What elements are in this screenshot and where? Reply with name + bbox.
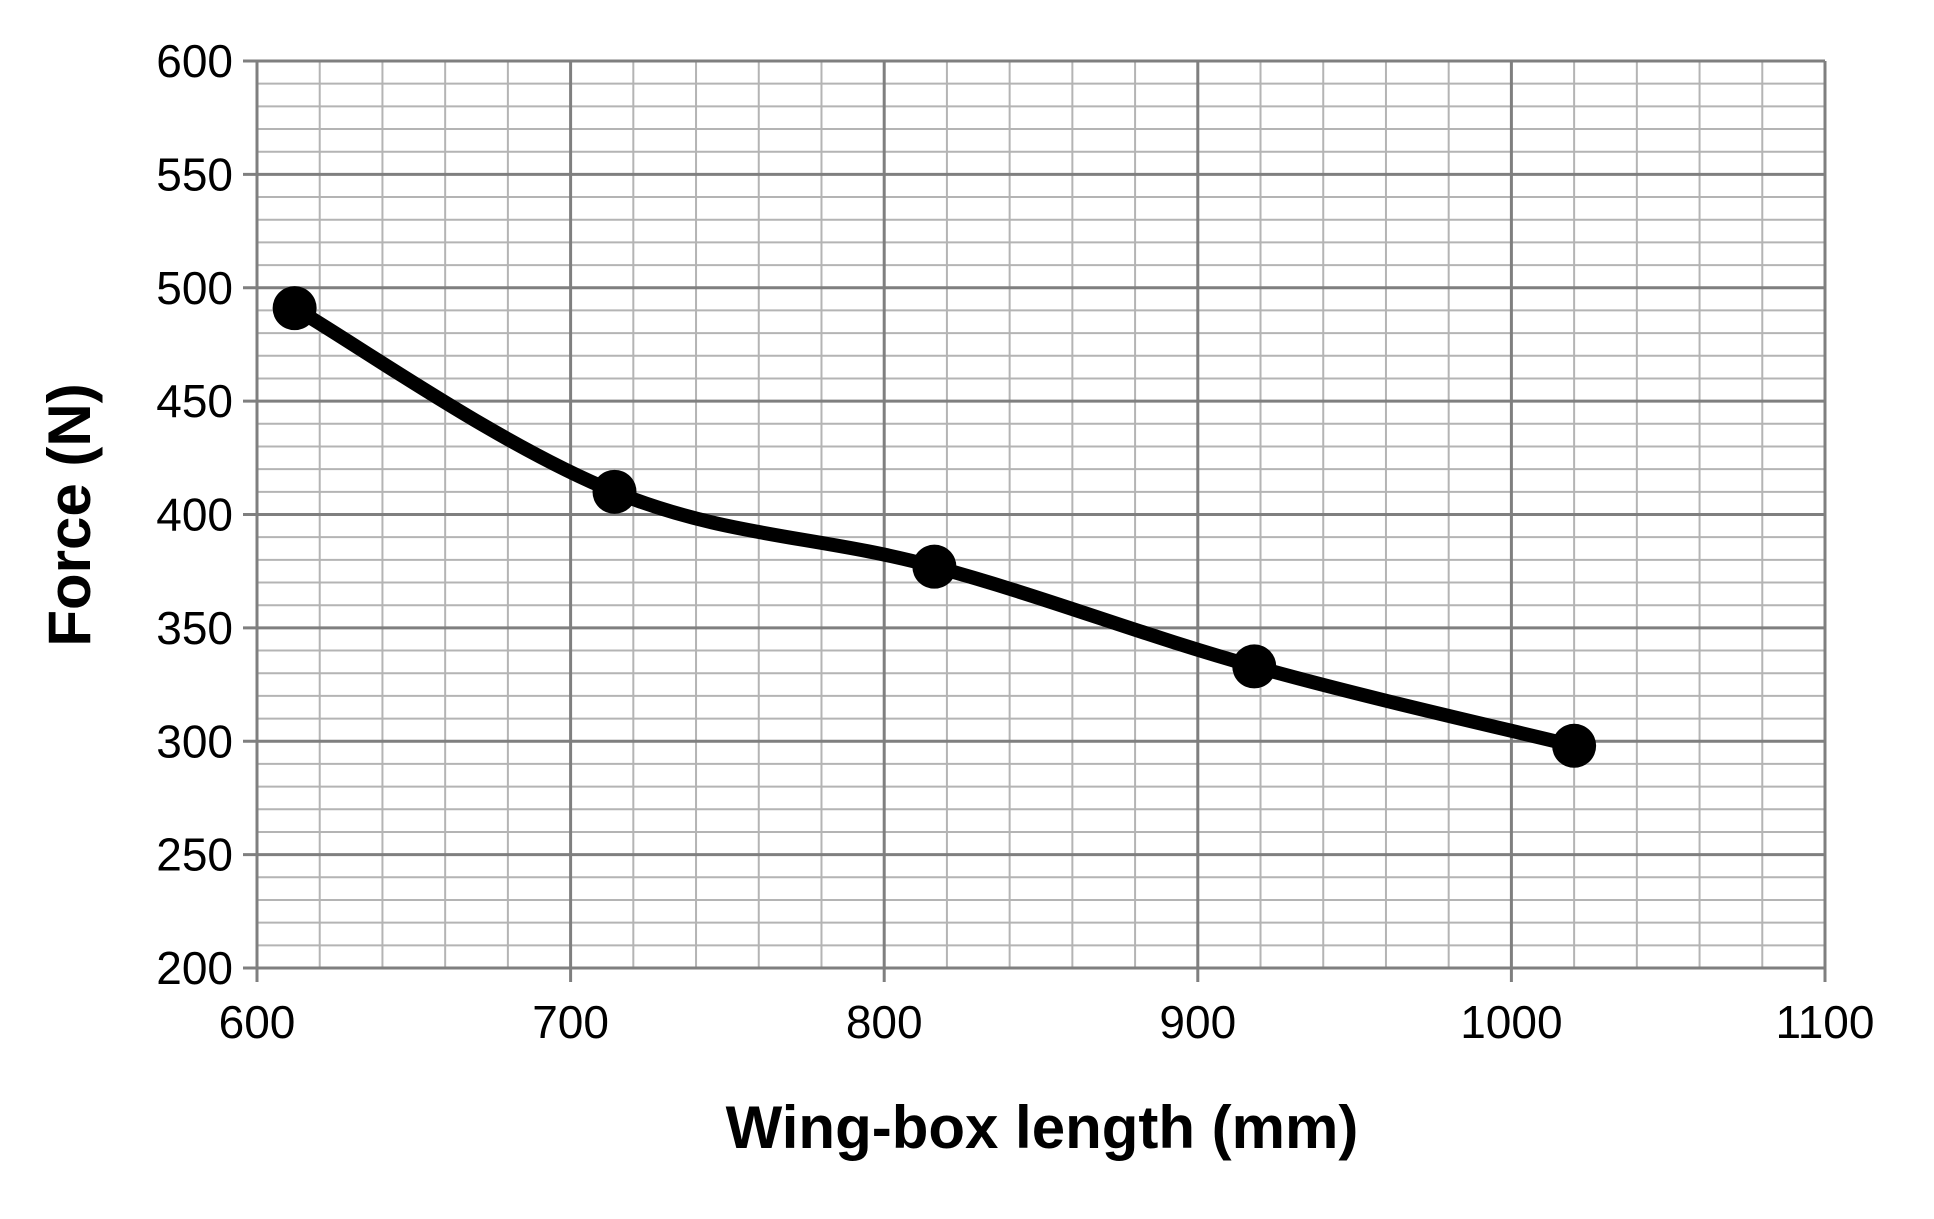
y-tick-label: 450 (156, 375, 233, 427)
x-tick-label: 600 (219, 996, 296, 1048)
x-tick-label: 900 (1159, 996, 1236, 1048)
tick-labels: 200 250 300 350 400 450 500 550 600 600 700 800 900 1… (156, 35, 1874, 1048)
y-tick-label: 350 (156, 602, 233, 654)
x-axis-title: Wing-box length (mm) (726, 1094, 1359, 1161)
y-tick-label: 200 (156, 942, 233, 994)
data-point (592, 469, 637, 514)
x-tick-label: 700 (532, 996, 609, 1048)
series-line (287, 301, 1582, 753)
x-tick-label: 800 (846, 996, 923, 1048)
y-tick-label: 500 (156, 262, 233, 314)
data-point (1552, 723, 1597, 768)
x-tick-label: 1100 (1776, 996, 1875, 1048)
axes (255, 61, 1825, 970)
y-tick-label: 550 (156, 148, 233, 200)
y-axis-title: Force (N) (36, 383, 103, 646)
y-tick-label: 600 (156, 35, 233, 87)
y-tick-label: 400 (156, 489, 233, 541)
y-tick-label: 300 (156, 715, 233, 767)
y-tick-label: 250 (156, 829, 233, 881)
data-point (912, 544, 957, 589)
data-point (272, 286, 317, 331)
grid (243, 59, 1827, 982)
x-tick-label: 1000 (1460, 996, 1562, 1048)
data-point (1232, 644, 1277, 689)
series-layer (272, 286, 1597, 768)
